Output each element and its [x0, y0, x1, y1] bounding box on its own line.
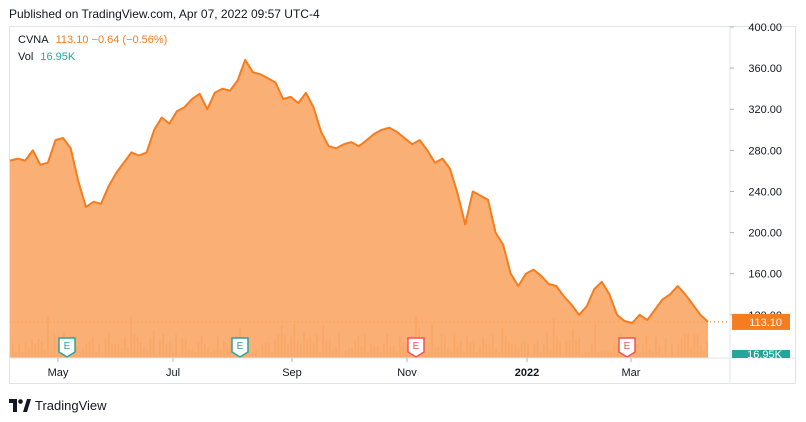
tradingview-logo-icon	[9, 399, 31, 412]
y-tick-label: 320.00	[748, 104, 782, 116]
x-tick-label: Sep	[282, 367, 302, 379]
y-axis: 400.00 360.00 320.00 280.00 240.00 200.00 160.…	[729, 22, 782, 383]
y-tick-label: 240.00	[748, 186, 782, 198]
y-tick-label: 400.00	[748, 22, 782, 34]
legend-change: −0.64 (−0.56%)	[91, 34, 168, 46]
y-tick-label: 160.00	[748, 269, 782, 281]
x-tick-label: Mar	[622, 367, 641, 379]
x-tick-label: Jul	[166, 367, 180, 379]
price-area-fill	[10, 59, 708, 359]
last-price-badge: 113.10	[732, 313, 790, 330]
y-tick-label: 280.00	[748, 145, 782, 157]
price-area	[9, 58, 709, 359]
price-badges: 113.10 16.95K	[732, 313, 790, 361]
volume-badge-label: 16.95K	[747, 349, 783, 361]
x-axis: May Jul Sep Nov 2022 Mar	[10, 357, 795, 379]
volume-badge: 16.95K	[732, 349, 790, 361]
tradingview-brand[interactable]: TradingView	[9, 398, 107, 413]
earnings-marker[interactable]: E	[231, 337, 249, 358]
earnings-marker-label: E	[237, 341, 244, 352]
legend-vol-value: 16.95K	[40, 51, 76, 63]
legend-vol-label: Vol	[18, 51, 34, 63]
earnings-marker-label: E	[624, 341, 631, 352]
y-tick-label: 360.00	[748, 63, 782, 75]
earnings-marker[interactable]: E	[618, 337, 636, 358]
earnings-marker[interactable]: E	[58, 337, 76, 358]
legend-price-value: 113.10	[55, 34, 89, 46]
tradingview-label: TradingView	[35, 398, 107, 413]
earnings-marker-label: E	[413, 341, 420, 352]
x-tick-label: 2022	[515, 367, 539, 379]
chart-frame	[9, 26, 796, 384]
last-price-badge-label: 113.10	[749, 317, 782, 329]
x-tick-label: Nov	[397, 367, 417, 379]
legend-volume: Vol 16.95K	[18, 51, 75, 63]
earnings-marker-label: E	[64, 341, 71, 352]
x-tick-label: May	[48, 367, 69, 379]
price-line	[9, 58, 709, 324]
earnings-marker[interactable]: E	[407, 337, 425, 358]
published-caption: Published on TradingView.com, Apr 07, 20…	[9, 7, 320, 21]
legend-price: CVNA 113.10 −0.64 (−0.56%)	[18, 34, 167, 46]
y-tick-label: 200.00	[748, 228, 782, 240]
legend-symbol: CVNA	[18, 34, 49, 46]
